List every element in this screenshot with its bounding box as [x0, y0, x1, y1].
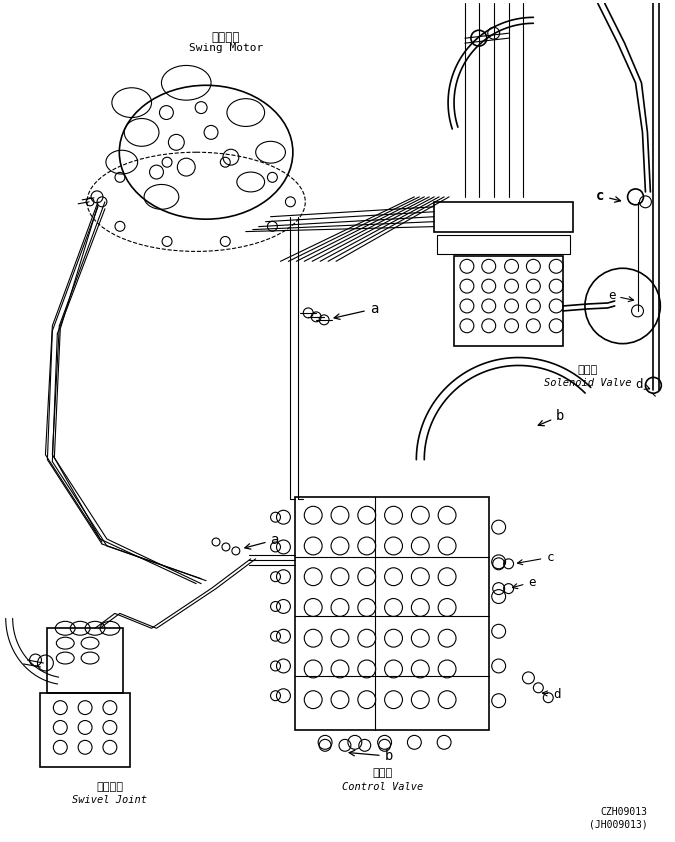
- Text: Control Valve: Control Valve: [342, 782, 423, 792]
- Text: 电磁阀: 电磁阀: [578, 365, 598, 376]
- Bar: [454, 256, 563, 345]
- Text: b: b: [538, 409, 564, 426]
- Text: CZH09013: CZH09013: [601, 807, 647, 817]
- Text: 回转接头: 回转接头: [97, 782, 124, 792]
- Text: b: b: [349, 749, 393, 763]
- Text: a: a: [245, 533, 279, 549]
- Text: e: e: [512, 576, 536, 589]
- Bar: [40, 693, 130, 767]
- Text: e: e: [608, 289, 634, 302]
- Text: d: d: [542, 688, 561, 701]
- Text: Solenoid Valve: Solenoid Valve: [544, 378, 632, 388]
- Text: Swivel Joint: Swivel Joint: [72, 795, 147, 805]
- Text: Swing Motor: Swing Motor: [189, 43, 263, 53]
- Text: 控制阀: 控制阀: [372, 768, 392, 778]
- Text: c: c: [596, 189, 620, 203]
- Bar: [47, 628, 123, 693]
- Bar: [434, 202, 573, 232]
- Bar: [296, 498, 489, 730]
- Text: a: a: [334, 302, 378, 319]
- Text: c: c: [518, 551, 554, 565]
- Text: d: d: [636, 378, 649, 392]
- Text: 回转马达: 回转马达: [212, 31, 240, 45]
- Bar: [437, 235, 570, 254]
- Text: (JH009013): (JH009013): [589, 820, 647, 829]
